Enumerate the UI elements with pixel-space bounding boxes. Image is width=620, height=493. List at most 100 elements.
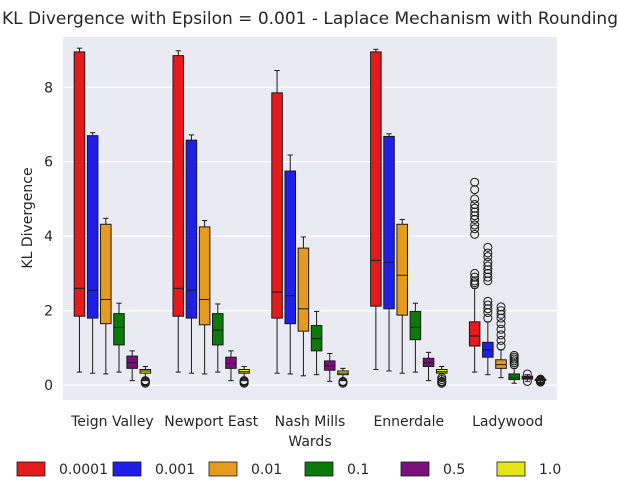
box-3-3 <box>409 302 422 373</box>
box-body <box>185 139 198 319</box>
outlier-point <box>483 257 493 267</box>
legend-label: 0.0001 <box>59 462 108 478</box>
outlier-point <box>522 369 532 379</box>
outlier-point <box>470 177 480 187</box>
legend: 0.0001 0.001 0.01 0.1 0.5 1.0 <box>16 461 561 478</box>
outlier-point <box>496 341 506 351</box>
outlier-point <box>483 261 493 271</box>
outlier-point <box>470 200 480 210</box>
y-tick-label: 4 <box>44 229 53 245</box>
legend-item: 0.001 <box>112 461 195 478</box>
outlier-point <box>496 330 506 340</box>
y-tick-label: 8 <box>44 80 53 96</box>
box-1-0 <box>172 50 185 373</box>
box-body <box>225 356 237 369</box>
box-0-5 <box>139 365 152 388</box>
box-body <box>86 135 99 319</box>
outlier-point <box>496 313 506 323</box>
legend-item: 1.0 <box>496 461 561 478</box>
box-3-2 <box>396 218 408 374</box>
box-1-2 <box>198 220 211 375</box>
outlier-point <box>470 214 480 224</box>
outlier-point <box>483 308 493 318</box>
outlier-point <box>470 229 480 239</box>
box-4-0 <box>468 177 481 373</box>
outlier-point <box>483 313 493 323</box>
box-0-1 <box>86 132 99 374</box>
legend-label: 0.001 <box>155 462 195 478</box>
outlier-point <box>483 272 493 282</box>
legend-label: 0.5 <box>443 462 465 478</box>
box-0-0 <box>73 47 86 373</box>
box-body <box>271 92 283 319</box>
outlier-point <box>483 296 493 306</box>
outlier-point <box>483 265 493 275</box>
outlier-point <box>483 252 493 262</box>
box-body <box>113 313 125 346</box>
outlier-point <box>140 376 150 386</box>
box-2-4 <box>323 352 336 382</box>
legend-item: 0.1 <box>304 461 369 478</box>
box-4-2 <box>495 302 507 379</box>
legend-item: 0.01 <box>208 461 282 478</box>
box-body <box>508 373 520 381</box>
outlier-point <box>470 276 480 286</box>
outlier-point <box>522 376 532 386</box>
outlier-point <box>470 268 480 278</box>
x-tick-label: Teign Valley <box>70 414 154 430</box>
box-3-1 <box>383 133 395 372</box>
legend-swatch <box>400 461 430 477</box>
box-1-1 <box>185 134 198 374</box>
box-series <box>73 47 547 388</box>
legend-swatch <box>496 461 526 477</box>
outlier-point <box>496 324 506 334</box>
outlier-point <box>509 350 519 360</box>
box-4-5 <box>534 374 547 387</box>
legend-swatch <box>16 461 46 477</box>
box-4-3 <box>508 350 520 384</box>
box-body <box>100 223 112 325</box>
outlier-point <box>483 268 493 278</box>
box-3-5 <box>435 365 448 388</box>
box-body <box>198 226 211 326</box>
outlier-point <box>496 319 506 329</box>
box-3-4 <box>422 351 435 382</box>
outlier-point <box>470 272 480 282</box>
outlier-point <box>496 306 506 316</box>
outlier-point <box>437 373 447 383</box>
box-body <box>495 359 507 369</box>
outlier-point <box>483 304 493 314</box>
box-body <box>370 51 382 307</box>
outlier-point <box>470 211 480 221</box>
box-body <box>468 321 481 347</box>
y-tick-labels: 0 2 4 6 8 <box>44 80 53 394</box>
x-tick-label: Ennerdale <box>373 414 444 430</box>
box-3-0 <box>370 48 382 370</box>
box-0-4 <box>126 350 138 382</box>
box-body <box>297 247 310 332</box>
outlier-point <box>496 309 506 319</box>
box-body <box>73 51 86 317</box>
box-1-3 <box>212 303 224 373</box>
box-2-3 <box>310 310 323 376</box>
outlier-point <box>470 220 480 230</box>
box-body <box>409 310 422 341</box>
x-tick-label: Newport East <box>164 414 258 430</box>
y-tick-label: 0 <box>44 378 53 394</box>
outlier-point <box>483 248 493 258</box>
outlier-point <box>496 302 506 312</box>
outlier-point <box>483 242 493 252</box>
legend-item: 0.0001 <box>16 461 108 478</box>
legend-item: 0.5 <box>400 461 465 478</box>
box-body <box>172 55 185 317</box>
box-body <box>383 135 395 310</box>
box-body <box>212 313 224 346</box>
outlier-point <box>536 374 546 384</box>
outlier-point <box>239 376 249 386</box>
legend-label: 0.1 <box>347 462 369 478</box>
box-2-0 <box>271 70 283 374</box>
y-tick-label: 6 <box>44 155 53 171</box>
box-2-2 <box>297 236 310 377</box>
outlier-point <box>338 376 348 386</box>
box-body <box>284 170 297 325</box>
